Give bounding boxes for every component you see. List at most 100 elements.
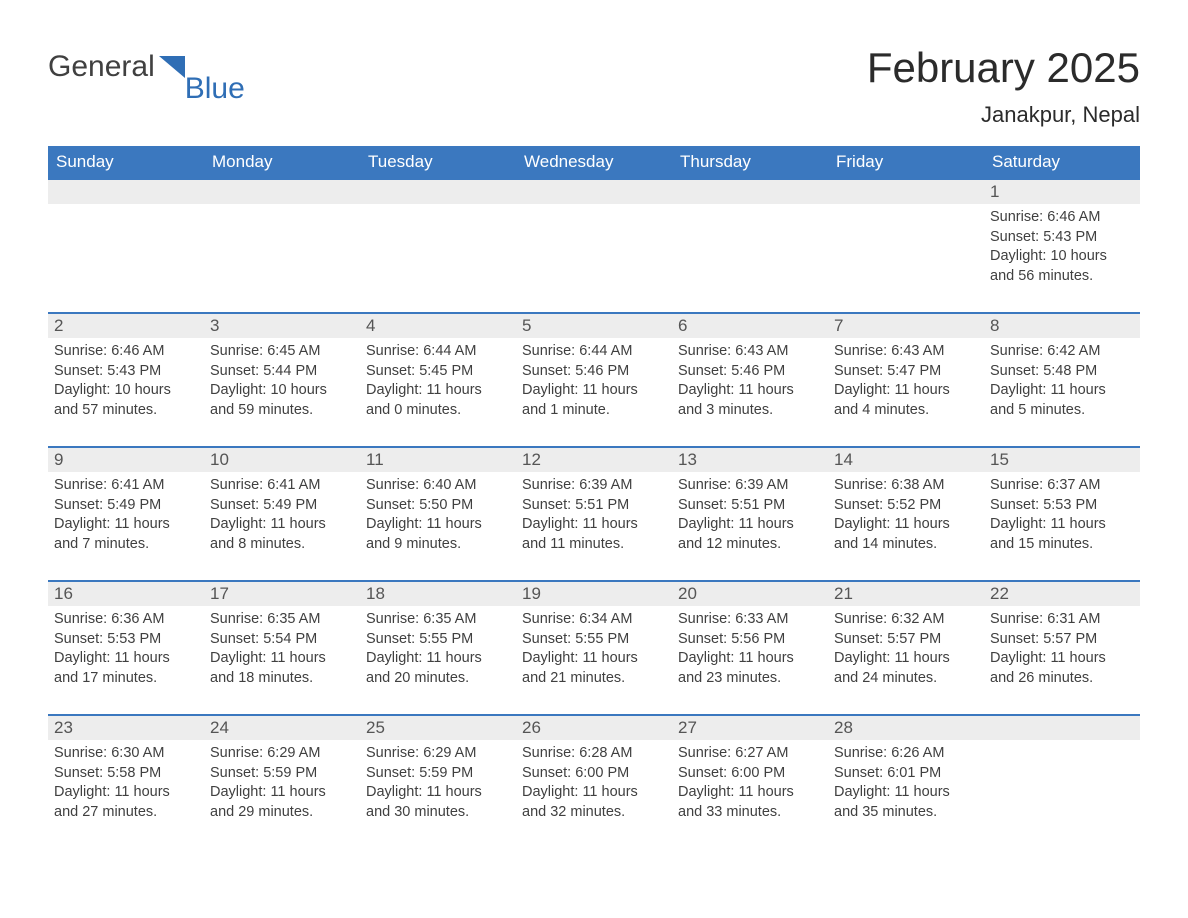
day-detail: Sunrise: 6:34 AMSunset: 5:55 PMDaylight:…	[516, 606, 672, 694]
day-number: 28	[828, 716, 984, 740]
sunset-line: Sunset: 5:51 PM	[678, 496, 822, 516]
daylight-line: Daylight: 11 hours and 21 minutes.	[522, 649, 666, 688]
calendar-cell: 12Sunrise: 6:39 AMSunset: 5:51 PMDayligh…	[516, 447, 672, 581]
sunrise-line: Sunrise: 6:41 AM	[54, 476, 198, 496]
calendar-cell: 2Sunrise: 6:46 AMSunset: 5:43 PMDaylight…	[48, 313, 204, 447]
sunset-line: Sunset: 5:53 PM	[54, 630, 198, 650]
sunrise-line: Sunrise: 6:31 AM	[990, 610, 1134, 630]
sunrise-line: Sunrise: 6:33 AM	[678, 610, 822, 630]
header: General Blue February 2025 Janakpur, Nep…	[48, 44, 1140, 140]
sunset-line: Sunset: 6:00 PM	[678, 764, 822, 784]
daylight-line: Daylight: 11 hours and 33 minutes.	[678, 783, 822, 822]
empty-day-strip	[360, 180, 516, 204]
day-number: 27	[672, 716, 828, 740]
daylight-line: Daylight: 11 hours and 17 minutes.	[54, 649, 198, 688]
day-detail: Sunrise: 6:28 AMSunset: 6:00 PMDaylight:…	[516, 740, 672, 828]
daylight-line: Daylight: 11 hours and 5 minutes.	[990, 381, 1134, 420]
day-detail: Sunrise: 6:32 AMSunset: 5:57 PMDaylight:…	[828, 606, 984, 694]
sunrise-line: Sunrise: 6:38 AM	[834, 476, 978, 496]
day-number: 3	[204, 314, 360, 338]
calendar-cell	[828, 179, 984, 313]
sunrise-line: Sunrise: 6:32 AM	[834, 610, 978, 630]
daylight-line: Daylight: 10 hours and 57 minutes.	[54, 381, 198, 420]
calendar-cell: 26Sunrise: 6:28 AMSunset: 6:00 PMDayligh…	[516, 715, 672, 849]
day-detail: Sunrise: 6:43 AMSunset: 5:46 PMDaylight:…	[672, 338, 828, 426]
sunset-line: Sunset: 5:46 PM	[678, 362, 822, 382]
sunset-line: Sunset: 5:57 PM	[834, 630, 978, 650]
calendar-cell	[516, 179, 672, 313]
sunrise-line: Sunrise: 6:29 AM	[210, 744, 354, 764]
daylight-line: Daylight: 11 hours and 9 minutes.	[366, 515, 510, 554]
calendar-cell: 11Sunrise: 6:40 AMSunset: 5:50 PMDayligh…	[360, 447, 516, 581]
weekday-header-row: Sunday Monday Tuesday Wednesday Thursday…	[48, 146, 1140, 179]
day-detail: Sunrise: 6:35 AMSunset: 5:55 PMDaylight:…	[360, 606, 516, 694]
sunrise-line: Sunrise: 6:42 AM	[990, 342, 1134, 362]
daylight-line: Daylight: 11 hours and 18 minutes.	[210, 649, 354, 688]
calendar-cell: 6Sunrise: 6:43 AMSunset: 5:46 PMDaylight…	[672, 313, 828, 447]
calendar-cell: 27Sunrise: 6:27 AMSunset: 6:00 PMDayligh…	[672, 715, 828, 849]
weekday-header: Sunday	[48, 146, 204, 179]
calendar-cell	[984, 715, 1140, 849]
sunset-line: Sunset: 5:49 PM	[54, 496, 198, 516]
calendar-cell: 28Sunrise: 6:26 AMSunset: 6:01 PMDayligh…	[828, 715, 984, 849]
title-block: February 2025 Janakpur, Nepal	[867, 44, 1140, 140]
calendar-cell: 18Sunrise: 6:35 AMSunset: 5:55 PMDayligh…	[360, 581, 516, 715]
calendar-cell: 16Sunrise: 6:36 AMSunset: 5:53 PMDayligh…	[48, 581, 204, 715]
day-number: 19	[516, 582, 672, 606]
calendar-cell: 5Sunrise: 6:44 AMSunset: 5:46 PMDaylight…	[516, 313, 672, 447]
sunset-line: Sunset: 5:55 PM	[522, 630, 666, 650]
daylight-line: Daylight: 11 hours and 20 minutes.	[366, 649, 510, 688]
calendar-cell	[672, 179, 828, 313]
daylight-line: Daylight: 11 hours and 23 minutes.	[678, 649, 822, 688]
day-number: 15	[984, 448, 1140, 472]
calendar-cell: 10Sunrise: 6:41 AMSunset: 5:49 PMDayligh…	[204, 447, 360, 581]
weekday-header: Saturday	[984, 146, 1140, 179]
weekday-header: Tuesday	[360, 146, 516, 179]
weekday-header: Friday	[828, 146, 984, 179]
day-number: 4	[360, 314, 516, 338]
daylight-line: Daylight: 11 hours and 26 minutes.	[990, 649, 1134, 688]
day-detail: Sunrise: 6:41 AMSunset: 5:49 PMDaylight:…	[48, 472, 204, 560]
day-number: 18	[360, 582, 516, 606]
weekday-header: Wednesday	[516, 146, 672, 179]
day-detail: Sunrise: 6:37 AMSunset: 5:53 PMDaylight:…	[984, 472, 1140, 560]
day-detail: Sunrise: 6:36 AMSunset: 5:53 PMDaylight:…	[48, 606, 204, 694]
day-detail: Sunrise: 6:40 AMSunset: 5:50 PMDaylight:…	[360, 472, 516, 560]
day-number: 22	[984, 582, 1140, 606]
day-detail: Sunrise: 6:26 AMSunset: 6:01 PMDaylight:…	[828, 740, 984, 828]
day-number: 21	[828, 582, 984, 606]
sunset-line: Sunset: 5:56 PM	[678, 630, 822, 650]
sunrise-line: Sunrise: 6:35 AM	[366, 610, 510, 630]
calendar-cell: 14Sunrise: 6:38 AMSunset: 5:52 PMDayligh…	[828, 447, 984, 581]
day-number: 26	[516, 716, 672, 740]
sunrise-line: Sunrise: 6:28 AM	[522, 744, 666, 764]
daylight-line: Daylight: 11 hours and 8 minutes.	[210, 515, 354, 554]
sunrise-line: Sunrise: 6:36 AM	[54, 610, 198, 630]
sunset-line: Sunset: 6:00 PM	[522, 764, 666, 784]
calendar-cell: 4Sunrise: 6:44 AMSunset: 5:45 PMDaylight…	[360, 313, 516, 447]
day-number: 1	[984, 180, 1140, 204]
calendar-cell: 13Sunrise: 6:39 AMSunset: 5:51 PMDayligh…	[672, 447, 828, 581]
sunset-line: Sunset: 5:52 PM	[834, 496, 978, 516]
day-detail: Sunrise: 6:39 AMSunset: 5:51 PMDaylight:…	[516, 472, 672, 560]
daylight-line: Daylight: 11 hours and 12 minutes.	[678, 515, 822, 554]
sunrise-line: Sunrise: 6:39 AM	[522, 476, 666, 496]
day-number: 13	[672, 448, 828, 472]
day-number: 10	[204, 448, 360, 472]
day-detail: Sunrise: 6:42 AMSunset: 5:48 PMDaylight:…	[984, 338, 1140, 426]
calendar-cell: 21Sunrise: 6:32 AMSunset: 5:57 PMDayligh…	[828, 581, 984, 715]
day-detail: Sunrise: 6:27 AMSunset: 6:00 PMDaylight:…	[672, 740, 828, 828]
calendar-cell: 22Sunrise: 6:31 AMSunset: 5:57 PMDayligh…	[984, 581, 1140, 715]
calendar-cell: 24Sunrise: 6:29 AMSunset: 5:59 PMDayligh…	[204, 715, 360, 849]
day-number: 23	[48, 716, 204, 740]
daylight-line: Daylight: 11 hours and 24 minutes.	[834, 649, 978, 688]
daylight-line: Daylight: 11 hours and 0 minutes.	[366, 381, 510, 420]
calendar-cell: 17Sunrise: 6:35 AMSunset: 5:54 PMDayligh…	[204, 581, 360, 715]
calendar-cell: 8Sunrise: 6:42 AMSunset: 5:48 PMDaylight…	[984, 313, 1140, 447]
daylight-line: Daylight: 11 hours and 14 minutes.	[834, 515, 978, 554]
calendar-cell: 1Sunrise: 6:46 AMSunset: 5:43 PMDaylight…	[984, 179, 1140, 313]
sunrise-line: Sunrise: 6:45 AM	[210, 342, 354, 362]
day-detail: Sunrise: 6:44 AMSunset: 5:46 PMDaylight:…	[516, 338, 672, 426]
month-title: February 2025	[867, 44, 1140, 92]
sunrise-line: Sunrise: 6:35 AM	[210, 610, 354, 630]
